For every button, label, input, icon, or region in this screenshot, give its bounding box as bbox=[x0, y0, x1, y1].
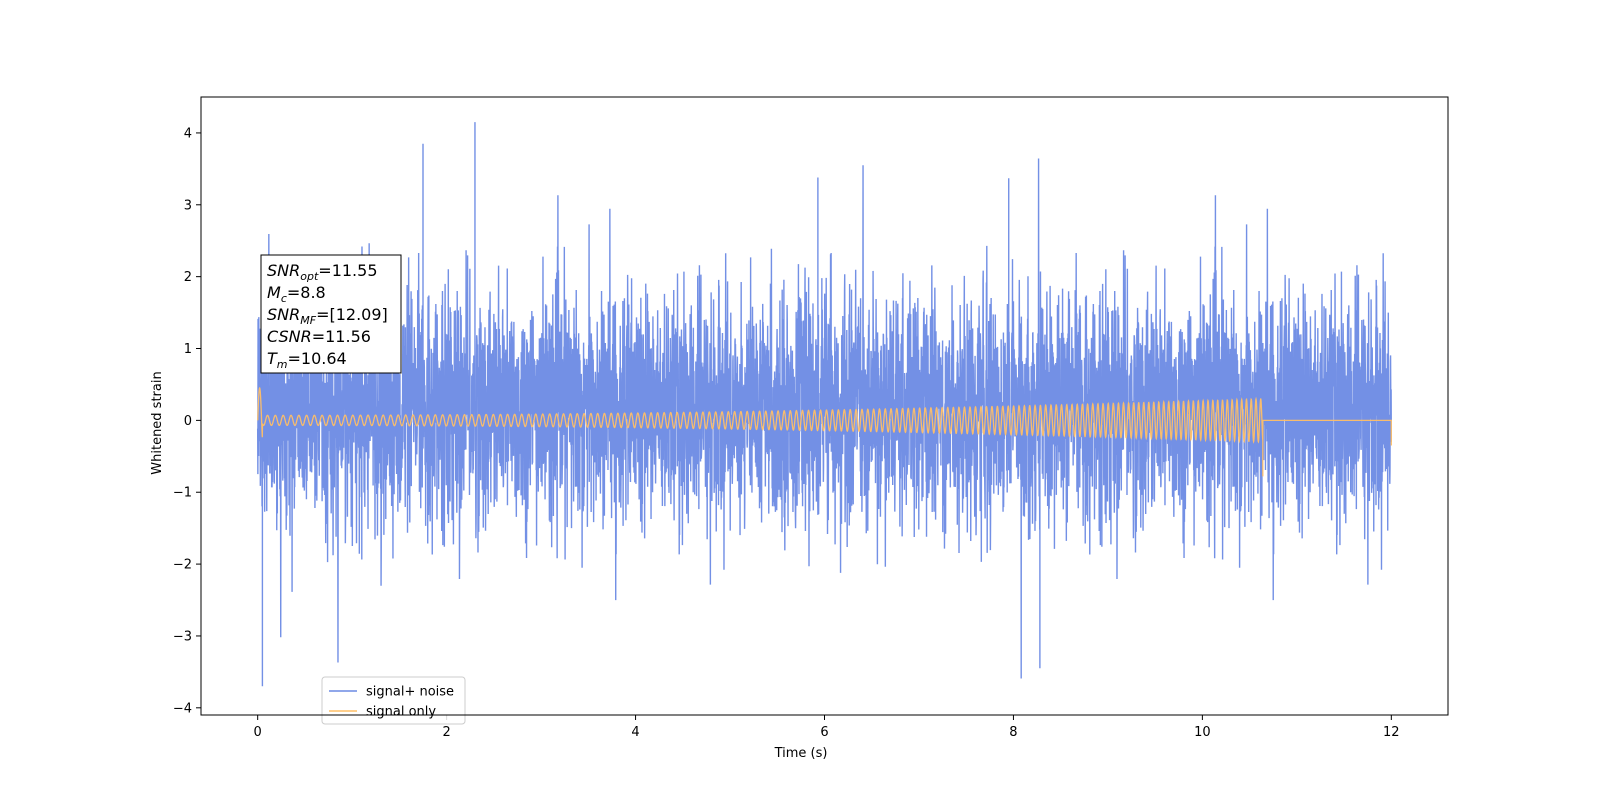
x-tick-label: 2 bbox=[442, 725, 450, 740]
x-tick-label: 8 bbox=[1009, 725, 1017, 740]
annotation-line: Tm=10.64 bbox=[267, 349, 347, 371]
x-tick-label: 4 bbox=[631, 725, 639, 740]
x-tick-label: 0 bbox=[254, 725, 262, 740]
annotation-line: CSNR=11.56 bbox=[267, 327, 371, 346]
y-tick-label: 3 bbox=[184, 198, 192, 213]
legend: signal+ noise signal only bbox=[321, 676, 466, 725]
plot-frame bbox=[200, 96, 1449, 716]
x-tick-label: 6 bbox=[820, 725, 828, 740]
y-tick-label: −2 bbox=[173, 558, 192, 573]
y-tick-label: −1 bbox=[173, 486, 192, 501]
y-tick-label: 1 bbox=[184, 342, 192, 357]
annotation-line: SNRMF=[12.09] bbox=[267, 305, 388, 327]
annotation-line: SNRopt=11.55 bbox=[267, 261, 378, 283]
annotation-line: Mc=8.8 bbox=[267, 283, 326, 305]
plot-area bbox=[256, 122, 1393, 687]
series-signal-only-line bbox=[257, 386, 1392, 477]
y-tick-label: −3 bbox=[173, 629, 192, 644]
x-axis: 0 2 4 6 8 10 12 bbox=[254, 715, 1400, 740]
annotation-frame bbox=[260, 254, 402, 374]
legend-label: signal+ noise bbox=[366, 685, 454, 700]
y-axis: −4 −3 −2 −1 0 1 2 3 4 bbox=[173, 126, 201, 716]
y-tick-label: 4 bbox=[184, 126, 192, 141]
legend-frame bbox=[321, 676, 466, 725]
y-tick-label: 0 bbox=[184, 414, 192, 429]
annotation-box: SNRopt=11.55Mc=8.8SNRMF=[12.09]CSNR=11.5… bbox=[260, 254, 402, 374]
y-axis-label: Whitened strain bbox=[150, 371, 165, 474]
y-tick-label: 2 bbox=[184, 270, 192, 285]
legend-label: signal only bbox=[366, 705, 436, 720]
y-tick-label: −4 bbox=[173, 701, 192, 716]
x-tick-label: 12 bbox=[1383, 725, 1400, 740]
x-tick-label: 10 bbox=[1194, 725, 1211, 740]
series-signal-plus-noise-line bbox=[256, 122, 1393, 687]
x-axis-label: Time (s) bbox=[774, 746, 828, 761]
